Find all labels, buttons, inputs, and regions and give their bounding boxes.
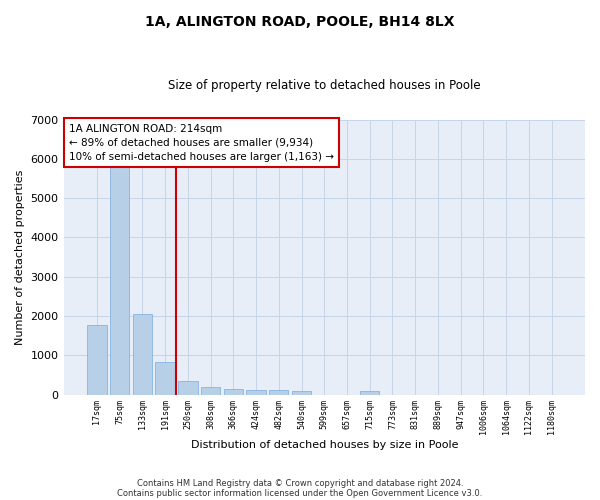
- Text: Contains HM Land Registry data © Crown copyright and database right 2024.: Contains HM Land Registry data © Crown c…: [137, 478, 463, 488]
- Bar: [155, 362, 175, 394]
- Bar: [247, 390, 266, 394]
- Bar: [269, 390, 289, 394]
- Y-axis label: Number of detached properties: Number of detached properties: [15, 170, 25, 345]
- Bar: [87, 324, 107, 394]
- Text: Contains public sector information licensed under the Open Government Licence v3: Contains public sector information licen…: [118, 488, 482, 498]
- Bar: [178, 381, 197, 394]
- Bar: [110, 168, 130, 394]
- Bar: [224, 390, 243, 394]
- Title: Size of property relative to detached houses in Poole: Size of property relative to detached ho…: [168, 79, 481, 92]
- Bar: [360, 392, 379, 394]
- Text: 1A ALINGTON ROAD: 214sqm
← 89% of detached houses are smaller (9,934)
10% of sem: 1A ALINGTON ROAD: 214sqm ← 89% of detach…: [69, 124, 334, 162]
- X-axis label: Distribution of detached houses by size in Poole: Distribution of detached houses by size …: [191, 440, 458, 450]
- Bar: [201, 386, 220, 394]
- Bar: [133, 314, 152, 394]
- Text: 1A, ALINGTON ROAD, POOLE, BH14 8LX: 1A, ALINGTON ROAD, POOLE, BH14 8LX: [145, 15, 455, 29]
- Bar: [292, 392, 311, 394]
